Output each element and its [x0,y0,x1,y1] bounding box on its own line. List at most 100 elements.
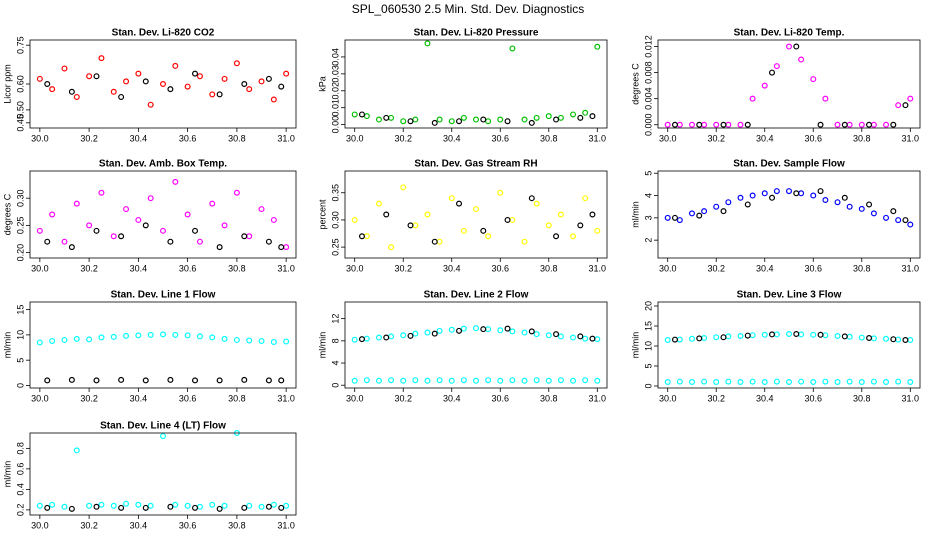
point [184,83,191,90]
y-axis-label: ml/min [317,332,327,359]
point [497,327,504,334]
point [388,333,395,340]
point [810,331,817,338]
point [246,337,253,344]
x-tick-label: 30.2 [707,393,725,403]
point [761,82,768,89]
point [822,95,829,102]
point [142,222,149,229]
x-tick-label: 30.2 [80,393,98,403]
point [895,217,902,224]
point [400,118,407,125]
point [68,244,75,251]
point [431,119,438,126]
point [810,379,817,386]
panel-title: Stan. Dev. Sample Flow [733,159,845,170]
point [424,329,431,336]
x-tick-label: 31.0 [589,393,607,403]
x-tick-label: 30.2 [707,263,725,273]
y-tick-label: 0.2 [15,504,25,517]
point [456,200,463,207]
x-tick-label: 30.6 [804,133,822,143]
panel-title: Stan. Dev. Line 3 Flow [737,290,842,301]
point [841,194,848,201]
y-axis-label: degrees C [2,193,12,235]
point [841,333,848,340]
point [278,83,285,90]
panel: Stan. Dev. Gas Stream RH percent 30.0 30.2 3… [317,159,608,273]
y-tick-label: 20 [643,301,653,311]
x-tick-label: 30.4 [756,393,774,403]
point [160,331,167,338]
x-tick-label: 30.8 [228,393,246,403]
point [577,114,584,121]
point [545,113,552,120]
y-tick-label: 0.04 [330,48,340,66]
point [725,333,732,340]
point [375,334,382,341]
point [351,336,358,343]
point [713,121,720,128]
y-tick-label: 0 [643,383,653,388]
x-tick-label: 30.0 [31,393,49,403]
point [822,378,829,385]
point [448,195,455,202]
x-tick-label: 30.0 [31,520,49,530]
point [460,227,467,234]
point [86,222,93,229]
y-tick-label: 0 [15,383,25,388]
point [664,214,671,221]
x-tick-label: 30.0 [346,133,364,143]
point [61,238,68,245]
point [221,502,228,509]
point [866,121,873,128]
point [400,332,407,339]
y-tick-label: 15 [15,305,25,315]
point [737,121,744,128]
y-axis-label: ml/min [630,332,640,359]
point [557,333,564,340]
y-tick-label: 0.00 [330,116,340,134]
point [902,337,909,344]
point [123,206,130,213]
point [793,190,800,197]
point [375,377,382,384]
point [870,378,877,385]
panel: Stan. Dev. Li-820 Pressure kPa 30.0 30.2 30.… [317,28,608,143]
point [473,325,480,332]
y-tick-label: 2 [643,238,653,243]
point [241,80,248,87]
point [749,378,756,385]
point [817,121,824,128]
point [278,504,285,511]
point [480,116,487,123]
point [258,503,265,510]
point [785,43,792,50]
point [93,377,100,384]
point [485,326,492,333]
point [890,121,897,128]
point [701,335,708,342]
point [172,331,179,338]
point [436,116,443,123]
point [192,227,199,234]
point [44,80,51,87]
x-tick-label: 30.2 [80,133,98,143]
point [436,377,443,384]
point [720,121,727,128]
point [521,377,528,384]
point [49,337,56,344]
x-tick-label: 31.0 [277,520,295,530]
point [265,75,272,82]
point [582,195,589,202]
x-tick-label: 30.0 [659,263,677,273]
point [577,333,584,340]
x-tick-label: 30.0 [659,393,677,403]
x-tick-label: 30.2 [80,520,98,530]
point [545,332,552,339]
point [184,502,191,509]
point [283,502,290,509]
x-tick-label: 30.6 [491,263,509,273]
point [383,114,390,121]
y-tick-label: 0.30 [15,189,25,207]
